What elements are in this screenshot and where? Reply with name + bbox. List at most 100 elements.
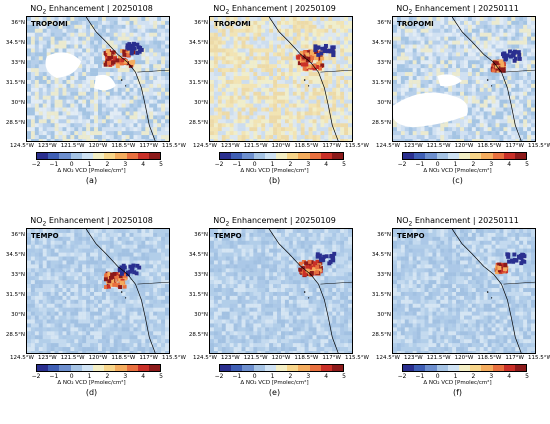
lon-tick-label: 124.5°W xyxy=(10,355,34,361)
lat-tick-label: 28.5°N xyxy=(371,332,391,338)
lon-tick-label: 124.5°W xyxy=(193,143,217,149)
sensor-label: TROPOMI xyxy=(214,20,251,28)
lon-tick-label: 115.5°W xyxy=(162,355,186,361)
lat-tick-label: 28.5°N xyxy=(5,332,25,338)
lat-tick-label: 34.5°N xyxy=(188,252,208,258)
lat-tick-label: 34.5°N xyxy=(371,40,391,46)
lon-tick-label: 115.5°W xyxy=(162,143,186,149)
lat-tick-label: 33°N xyxy=(377,272,391,278)
colorbar-tick: 5 xyxy=(525,161,529,168)
lat-tick-label: 30°N xyxy=(194,312,208,318)
colorbar-tick: 5 xyxy=(525,373,529,380)
lat-tick-label: 31.5°N xyxy=(5,292,25,298)
panel-title: NO2 Enhancement | 20250108 xyxy=(30,4,153,16)
lat-tick-label: 28.5°N xyxy=(188,120,208,126)
colorbar-tick: 0 xyxy=(252,373,257,380)
colorbar-tick: −1 xyxy=(49,373,59,380)
lon-tick-label: 124.5°W xyxy=(10,143,34,149)
lat-tick-label: 30°N xyxy=(11,312,25,318)
lon-tick-label: 115.5°W xyxy=(345,355,369,361)
lon-tick-label: 121.5°W xyxy=(60,143,85,149)
colorbar-tick: 2 xyxy=(288,373,293,380)
lat-tick-label: 36°N xyxy=(194,232,208,238)
panel-letter: (b) xyxy=(268,176,281,185)
lat-tick-label: 30°N xyxy=(377,100,391,106)
map-panel: NO2 Enhancement | 20250111 TEMPO 36°N 34.5°… xyxy=(366,212,550,424)
panel-title: NO2 Enhancement | 20250111 xyxy=(396,4,519,16)
lat-tick-label: 33°N xyxy=(194,60,208,66)
colorbar-label: Δ NO₂ VCD [Pmolec/cm²] xyxy=(57,168,126,174)
colorbar-tick: 2 xyxy=(471,161,476,168)
lat-tick-label: 33°N xyxy=(11,60,25,66)
no2-map: TROPOMI xyxy=(392,16,536,142)
no2-map: TEMPO xyxy=(392,228,536,354)
colorbar-tick: 1 xyxy=(453,373,458,380)
lat-tick-label: 36°N xyxy=(11,232,25,238)
lat-tick-label: 36°N xyxy=(194,20,208,26)
lon-tick-label: 118.5°W xyxy=(294,355,319,361)
lon-tick-label: 124.5°W xyxy=(376,355,400,361)
lat-tick-label: 31.5°N xyxy=(371,80,391,86)
colorbar-tick: 4 xyxy=(507,373,512,380)
lon-tick-label: 121.5°W xyxy=(243,355,268,361)
colorbar xyxy=(219,364,344,372)
sensor-label: TEMPO xyxy=(214,232,242,240)
lon-tick-label: 124.5°W xyxy=(376,143,400,149)
lon-tick-label: 117°W xyxy=(139,143,158,149)
lon-tick-label: 124.5°W xyxy=(193,355,217,361)
sensor-label: TROPOMI xyxy=(397,20,434,28)
lat-tick-label: 33°N xyxy=(377,60,391,66)
lon-tick-label: 117°W xyxy=(505,143,524,149)
lon-tick-label: 120°W xyxy=(454,355,474,361)
colorbar-tick: −1 xyxy=(232,373,242,380)
colorbar-tick: 0 xyxy=(69,373,74,380)
lon-tick-label: 118.5°W xyxy=(294,143,319,149)
colorbar-tick: 3 xyxy=(123,373,128,380)
lat-tick-label: 30°N xyxy=(11,100,25,106)
colorbar-label: Δ NO₂ VCD [Pmolec/cm²] xyxy=(240,168,309,174)
map-panel: NO2 Enhancement | 20250111 TROPOMI 36°N 34.… xyxy=(366,0,550,212)
colorbar-tick: −2 xyxy=(397,161,407,168)
colorbar xyxy=(402,364,527,372)
colorbar-tick: 0 xyxy=(69,161,74,168)
colorbar-tick: 3 xyxy=(489,161,494,168)
lon-tick-label: 120°W xyxy=(271,355,291,361)
colorbar-tick: 5 xyxy=(342,161,346,168)
colorbar-label: Δ NO₂ VCD [Pmolec/cm²] xyxy=(57,380,126,386)
lat-tick-label: 31.5°N xyxy=(188,292,208,298)
lat-tick-label: 30°N xyxy=(194,100,208,106)
map-panel: NO2 Enhancement | 20250108 TEMPO 36°N 34.5°… xyxy=(0,212,186,424)
colorbar xyxy=(36,364,161,372)
lat-tick-label: 28.5°N xyxy=(5,120,25,126)
colorbar-tick: −2 xyxy=(214,373,224,380)
lon-tick-label: 118.5°W xyxy=(111,355,136,361)
lon-tick-label: 123°W xyxy=(37,355,57,361)
lon-tick-label: 120°W xyxy=(88,355,108,361)
map-panel: NO2 Enhancement | 20250109 TEMPO 36°N 34.5°… xyxy=(183,212,369,424)
colorbar-tick: 3 xyxy=(306,373,311,380)
colorbar-tick: 5 xyxy=(342,373,346,380)
colorbar-tick: −1 xyxy=(415,161,425,168)
no2-map: TEMPO xyxy=(209,228,353,354)
lat-tick-label: 31.5°N xyxy=(371,292,391,298)
no2-map: TROPOMI xyxy=(209,16,353,142)
lat-tick-label: 34.5°N xyxy=(188,40,208,46)
panel-letter: (c) xyxy=(452,176,463,185)
lon-tick-label: 123°W xyxy=(220,355,240,361)
panel-title: NO2 Enhancement | 20250111 xyxy=(396,216,519,228)
map-panel: NO2 Enhancement | 20250108 TROPOMI 36°N 34.… xyxy=(0,0,186,212)
colorbar-tick: 2 xyxy=(105,161,110,168)
colorbar-tick: 3 xyxy=(123,161,128,168)
panel-letter: (a) xyxy=(85,176,98,185)
panel-letter: (d) xyxy=(85,388,98,397)
colorbar-label: Δ NO₂ VCD [Pmolec/cm²] xyxy=(423,380,492,386)
lon-tick-label: 121.5°W xyxy=(426,143,451,149)
colorbar-tick: −1 xyxy=(415,373,425,380)
lon-tick-label: 121.5°W xyxy=(60,355,85,361)
colorbar xyxy=(219,152,344,160)
lat-tick-label: 31.5°N xyxy=(188,80,208,86)
lon-tick-label: 117°W xyxy=(505,355,524,361)
colorbar-label: Δ NO₂ VCD [Pmolec/cm²] xyxy=(423,168,492,174)
lon-tick-label: 123°W xyxy=(403,143,423,149)
lon-tick-label: 118.5°W xyxy=(477,143,502,149)
